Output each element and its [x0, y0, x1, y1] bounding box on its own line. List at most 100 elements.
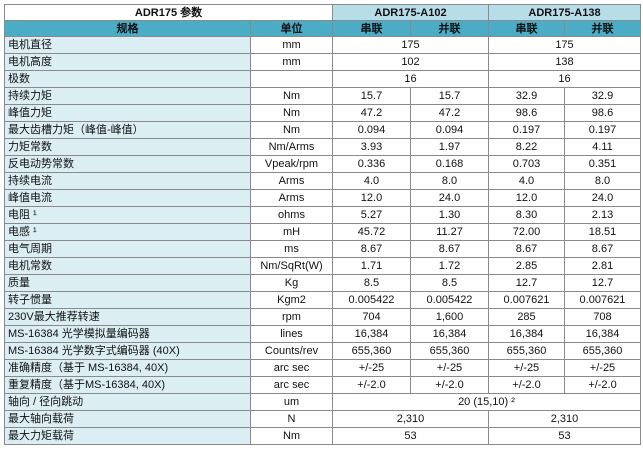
spec-value-a138: 16 — [488, 70, 641, 88]
spec-value: +/-2.0 — [564, 376, 641, 394]
table-row: 电阻 ¹ ohms 5.27 1.30 8.30 2.13 — [4, 206, 641, 224]
spec-value: 8.0 — [410, 172, 489, 190]
spec-value: +/-25 — [488, 359, 565, 377]
spec-value: 1.71 — [332, 257, 411, 275]
a138-parallel-header: 并联 — [564, 20, 641, 37]
spec-label: 准确精度（基于 MS-16384, 40X) — [4, 359, 251, 377]
spec-unit: N — [250, 410, 333, 428]
spec-unit — [250, 70, 333, 88]
spec-value: 285 — [488, 308, 565, 326]
spec-value: 655,360 — [564, 342, 641, 360]
spec-value: 1,600 — [410, 308, 489, 326]
spec-label: 峰值力矩 — [4, 104, 251, 122]
spec-value: 24.0 — [564, 189, 641, 207]
table-title: ADR175 参数 — [4, 4, 333, 21]
spec-unit: Nm — [250, 427, 333, 445]
spec-unit: mm — [250, 53, 333, 71]
spec-value: 8.67 — [564, 240, 641, 258]
spec-value: 2.85 — [488, 257, 565, 275]
spec-unit: rpm — [250, 308, 333, 326]
spec-value: 2.13 — [564, 206, 641, 224]
spec-unit: Nm/SqRt(W) — [250, 257, 333, 275]
spec-value-all: 20 (15,10) ² — [332, 393, 641, 411]
spec-label: 质量 — [4, 274, 251, 292]
spec-label: 电机常数 — [4, 257, 251, 275]
table-row: 230V最大推荐转速 rpm 704 1,600 285 708 — [4, 308, 641, 326]
spec-label: 轴向 / 径向跳动 — [4, 393, 251, 411]
table-row: 电机高度 mm 102 138 — [4, 53, 641, 71]
spec-value: 45.72 — [332, 223, 411, 241]
spec-value: 4.0 — [488, 172, 565, 190]
spec-value: 16,384 — [410, 325, 489, 343]
spec-unit: Nm — [250, 87, 333, 105]
spec-value: 8.0 — [564, 172, 641, 190]
spec-value: 0.094 — [332, 121, 411, 139]
table-row: 最大齿槽力矩（峰值-峰值） Nm 0.094 0.094 0.197 0.197 — [4, 121, 641, 139]
spec-value: 0.168 — [410, 155, 489, 173]
spec-value: +/-2.0 — [410, 376, 489, 394]
spec-unit: mH — [250, 223, 333, 241]
spec-label: 极数 — [4, 70, 251, 88]
spec-label: 电感 ¹ — [4, 223, 251, 241]
spec-value: 4.0 — [332, 172, 411, 190]
model-header-row: ADR175 参数 ADR175-A102 ADR175-A138 — [4, 4, 641, 21]
spec-unit: arc sec — [250, 359, 333, 377]
spec-value: 655,360 — [488, 342, 565, 360]
spec-value: 8.67 — [410, 240, 489, 258]
column-header-row: 规格 单位 串联 并联 串联 并联 — [4, 20, 641, 37]
spec-label: MS-16384 光学模拟量编码器 — [4, 325, 251, 343]
spec-label: 力矩常数 — [4, 138, 251, 156]
model-a102-header: ADR175-A102 — [332, 4, 489, 21]
spec-value: 708 — [564, 308, 641, 326]
spec-label: 最大齿槽力矩（峰值-峰值） — [4, 121, 251, 139]
spec-value: 24.0 — [410, 189, 489, 207]
table-row: 电感 ¹ mH 45.72 11.27 72.00 18.51 — [4, 223, 641, 241]
table-row: 反电动势常数 Vpeak/rpm 0.336 0.168 0.703 0.351 — [4, 155, 641, 173]
spec-label: 最大力矩载荷 — [4, 427, 251, 445]
spec-unit: Arms — [250, 189, 333, 207]
spec-value: 0.197 — [488, 121, 565, 139]
spec-value: 32.9 — [488, 87, 565, 105]
table-row: 电机常数 Nm/SqRt(W) 1.71 1.72 2.85 2.81 — [4, 257, 641, 275]
spec-value: 704 — [332, 308, 411, 326]
spec-value: 2.81 — [564, 257, 641, 275]
table-row: 电气周期 ms 8.67 8.67 8.67 8.67 — [4, 240, 641, 258]
spec-value: 0.005422 — [410, 291, 489, 309]
spec-value: 12.7 — [488, 274, 565, 292]
table-row: 力矩常数 Nm/Arms 3.93 1.97 8.22 4.11 — [4, 138, 641, 156]
spec-label: 峰值电流 — [4, 189, 251, 207]
spec-label: 重复精度（基于MS-16384, 40X) — [4, 376, 251, 394]
spec-value: 11.27 — [410, 223, 489, 241]
table-row: MS-16384 光学模拟量编码器 lines 16,384 16,384 16,384… — [4, 325, 641, 343]
table-row: 准确精度（基于 MS-16384, 40X) arc sec +/-25 +/-25 +… — [4, 359, 641, 377]
spec-value: 72.00 — [488, 223, 565, 241]
spec-value-a102: 53 — [332, 427, 489, 445]
spec-label: 持续力矩 — [4, 87, 251, 105]
spec-value: 0.007621 — [488, 291, 565, 309]
spec-label: 230V最大推荐转速 — [4, 308, 251, 326]
spec-value: 655,360 — [410, 342, 489, 360]
spec-value: +/-2.0 — [332, 376, 411, 394]
table-row: MS-16384 光学数字式编码器 (40X) Counts/rev 655,360… — [4, 342, 641, 360]
spec-value: 1.30 — [410, 206, 489, 224]
spec-unit: lines — [250, 325, 333, 343]
spec-value: 8.67 — [488, 240, 565, 258]
spec-value: 0.005422 — [332, 291, 411, 309]
spec-label: 电机高度 — [4, 53, 251, 71]
spec-value: 655,360 — [332, 342, 411, 360]
table-row: 极数 16 16 — [4, 70, 641, 88]
spec-value: 15.7 — [332, 87, 411, 105]
spec-value-a102: 16 — [332, 70, 489, 88]
table-row: 峰值电流 Arms 12.0 24.0 12.0 24.0 — [4, 189, 641, 207]
spec-value: +/-25 — [410, 359, 489, 377]
spec-label: 反电动势常数 — [4, 155, 251, 173]
spec-value: 1.97 — [410, 138, 489, 156]
spec-column-header: 规格 — [4, 20, 251, 37]
spec-value: 0.336 — [332, 155, 411, 173]
table-row: 转子惯量 Kgm2 0.005422 0.005422 0.007621 0.007621 — [4, 291, 641, 309]
spec-label: 持续电流 — [4, 172, 251, 190]
spec-value: 0.094 — [410, 121, 489, 139]
table-row: 电机直径 mm 175 175 — [4, 36, 641, 54]
spec-unit: ms — [250, 240, 333, 258]
spec-value: 8.30 — [488, 206, 565, 224]
